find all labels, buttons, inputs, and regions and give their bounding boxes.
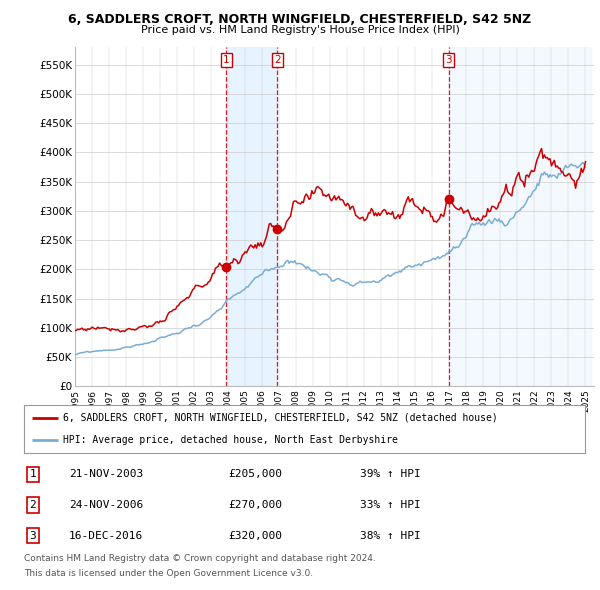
Text: Price paid vs. HM Land Registry's House Price Index (HPI): Price paid vs. HM Land Registry's House … xyxy=(140,25,460,35)
Text: HPI: Average price, detached house, North East Derbyshire: HPI: Average price, detached house, Nort… xyxy=(63,435,398,445)
Text: This data is licensed under the Open Government Licence v3.0.: This data is licensed under the Open Gov… xyxy=(24,569,313,578)
Text: 2: 2 xyxy=(29,500,37,510)
Text: 33% ↑ HPI: 33% ↑ HPI xyxy=(360,500,421,510)
Text: 16-DEC-2016: 16-DEC-2016 xyxy=(69,531,143,540)
Text: 24-NOV-2006: 24-NOV-2006 xyxy=(69,500,143,510)
Bar xyxy=(449,47,590,386)
Text: 2: 2 xyxy=(274,55,281,65)
Text: £270,000: £270,000 xyxy=(228,500,282,510)
Text: £205,000: £205,000 xyxy=(228,470,282,479)
Text: 3: 3 xyxy=(445,55,452,65)
Text: £320,000: £320,000 xyxy=(228,531,282,540)
Text: Contains HM Land Registry data © Crown copyright and database right 2024.: Contains HM Land Registry data © Crown c… xyxy=(24,554,376,563)
Text: 1: 1 xyxy=(29,470,37,479)
Text: 6, SADDLERS CROFT, NORTH WINGFIELD, CHESTERFIELD, S42 5NZ: 6, SADDLERS CROFT, NORTH WINGFIELD, CHES… xyxy=(68,13,532,26)
Text: 21-NOV-2003: 21-NOV-2003 xyxy=(69,470,143,479)
Text: 39% ↑ HPI: 39% ↑ HPI xyxy=(360,470,421,479)
Text: 38% ↑ HPI: 38% ↑ HPI xyxy=(360,531,421,540)
Text: 6, SADDLERS CROFT, NORTH WINGFIELD, CHESTERFIELD, S42 5NZ (detached house): 6, SADDLERS CROFT, NORTH WINGFIELD, CHES… xyxy=(63,413,498,423)
Text: 3: 3 xyxy=(29,531,37,540)
Bar xyxy=(226,47,277,386)
Text: 1: 1 xyxy=(223,55,230,65)
